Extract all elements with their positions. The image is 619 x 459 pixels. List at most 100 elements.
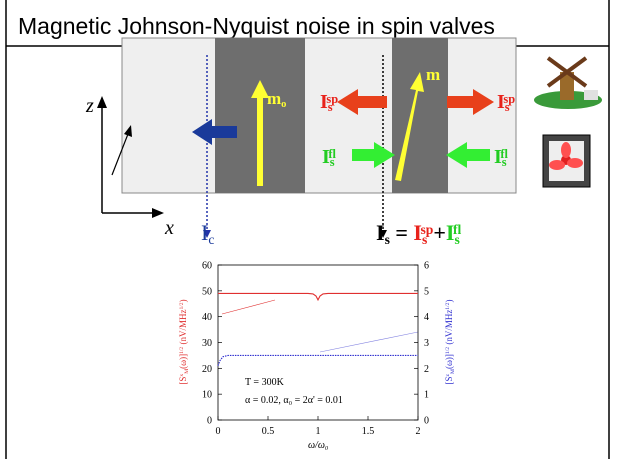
fan-blade [567,158,583,168]
text-segment: z [85,95,94,117]
slide-title: Magnetic Johnson-Nyquist noise in spin v… [18,13,495,39]
text-segment: M [450,369,456,374]
text-segment: (nV/MHz [178,310,188,347]
device-box [121,37,517,194]
fluctuation-arrow-right [446,142,490,168]
text-segment: I [322,146,330,168]
house [584,90,598,100]
fluctuation-label: Isfl [322,146,337,169]
text-segment: 1/2 [179,302,185,309]
y-tick-label: 20 [202,364,212,375]
text-segment: 1/2 [179,347,185,354]
text-segment: ) [444,300,454,303]
annotation-arrow [221,299,276,315]
text-segment: fl [328,147,336,161]
m-label: m [426,65,440,84]
windmill-icon [532,55,604,110]
text-segment: 1/2 [445,302,451,309]
fan-blade [549,160,565,170]
text-segment: I [201,220,208,245]
spin-pumping-label: Issp [320,91,338,114]
text-segment: = [390,220,414,245]
y-tick-label: 30 [202,338,212,349]
m0-arrow [251,80,269,186]
text-segment: m [267,89,281,108]
text-segment: fl [453,222,462,237]
text-segment: ) [178,299,188,302]
text-segment: [S [444,376,454,384]
y-tick-label: 60 [202,261,212,272]
text-segment: 0 [325,445,329,452]
series-line [217,354,418,366]
x-tick-label: 2 [416,426,421,437]
text-segment: o [281,99,286,110]
x-tick-label: 1.5 [362,426,375,437]
y2-tick-label: 6 [424,261,429,272]
y2-tick-label: 3 [424,338,429,349]
blade [546,56,588,88]
text-segment: I [446,220,455,245]
text-segment: s [505,100,510,114]
fan-icon [542,134,591,188]
x-tick-label: 0.5 [262,426,275,437]
text-segment: s [328,100,333,114]
series-line [218,292,418,302]
text-segment: s [385,232,390,247]
text-segment: sp [326,92,338,106]
y2-tick-label: 5 [424,286,429,297]
spin-pumping-label: Issp [497,91,515,114]
y-tick-label: 0 [207,416,212,427]
text-segment: 1/2 [445,347,451,354]
spin-pumping-arrow-right [447,89,494,115]
equation: Is = Issp+Isfl [376,220,462,247]
arrowhead [203,230,211,238]
x-tick-label: 1 [316,426,321,437]
x-label: x [164,217,174,239]
ic-label: Ic [201,220,214,247]
annotation: T = 300K [245,377,285,388]
y2-tick-label: 4 [424,312,429,323]
text-segment: sp [503,92,515,106]
text-segment: I [376,220,385,245]
y-tick-label: 50 [202,286,212,297]
text-segment: x [164,217,174,239]
spin-pumping-arrow-left [337,89,387,115]
y2-tick-label: 2 [424,364,429,375]
text-segment: I [320,91,328,113]
tower [560,72,574,100]
y-tick-label: 40 [202,312,212,323]
text-segment: s [330,155,335,169]
text-segment: I [413,220,422,245]
text-segment: + [433,220,446,245]
text-segment: (ω)] [444,354,454,369]
m-arrow [395,72,424,181]
z-label: z [85,95,94,117]
current-arrow [192,119,237,145]
text-segment: m [426,65,440,84]
y-axis [111,133,129,176]
text-segment: z [445,373,451,376]
text-segment: ω/ω [308,440,325,451]
fan-blade [561,142,571,158]
x-axis-label: ω/ω0 [308,440,329,452]
y2-axis-label: [SzM(ω)]1/2 (nV/MHz1/2) [444,300,456,385]
y2-tick-label: 1 [424,390,429,401]
text-segment: [S [178,377,188,385]
text-segment: sp [420,222,433,237]
y-axis-label: [SxM(ω)]1/2 (nV/MHz1/2) [178,299,190,384]
fluctuation-label: Isfl [494,146,509,169]
text-segment: s [422,232,427,247]
arrowhead [97,96,107,108]
arrowhead [152,208,164,218]
x-tick-label: 0 [216,426,221,437]
text-segment: M [184,369,190,374]
annotation: α = 0.02, α₀ = 2α' = 0.01 [245,395,343,406]
text-segment: s [502,155,507,169]
text-segment: I [494,146,502,168]
text-segment: I [497,91,505,113]
text-segment: x [179,374,185,377]
annotation-arrow [319,331,419,353]
text-segment: (nV/MHz [444,310,454,347]
m0-label: mo [267,89,286,110]
